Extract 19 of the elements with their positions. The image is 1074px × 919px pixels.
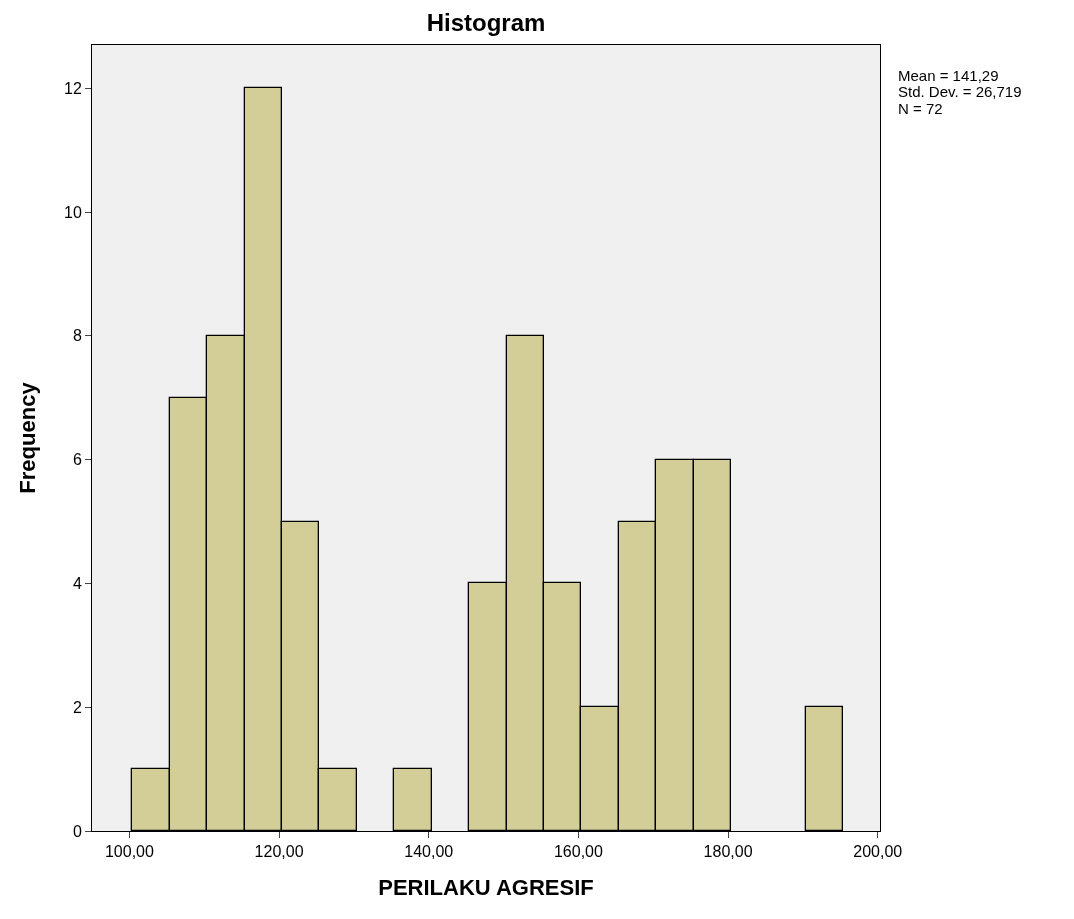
y-tick-label: 0	[72, 822, 82, 840]
x-tick-label: 140,00	[404, 843, 454, 861]
y-tick-label: 12	[64, 79, 82, 97]
y-axis-title: Frequency	[14, 381, 40, 494]
text: Mean = 141,29	[898, 67, 999, 84]
x-tick-label: 160,00	[553, 843, 603, 861]
y-tick-label: 10	[64, 203, 82, 221]
x-tick-label: 180,00	[703, 843, 753, 861]
y-tick-label: 4	[72, 575, 82, 593]
x-tick-label: 120,00	[254, 843, 304, 861]
text: Std. Dev. = 26,719	[898, 83, 1022, 100]
x-tick-label: 100,00	[104, 843, 154, 861]
y-tick-label: 6	[72, 451, 82, 469]
text: N = 72	[898, 100, 943, 117]
x-tick-label: 200,00	[853, 843, 903, 861]
y-tick-label: 8	[72, 327, 82, 345]
y-tick-label: 2	[72, 698, 82, 716]
chart-title: Histogram	[426, 8, 546, 36]
x-axis-title: PERILAKU AGRESIF	[378, 875, 594, 901]
